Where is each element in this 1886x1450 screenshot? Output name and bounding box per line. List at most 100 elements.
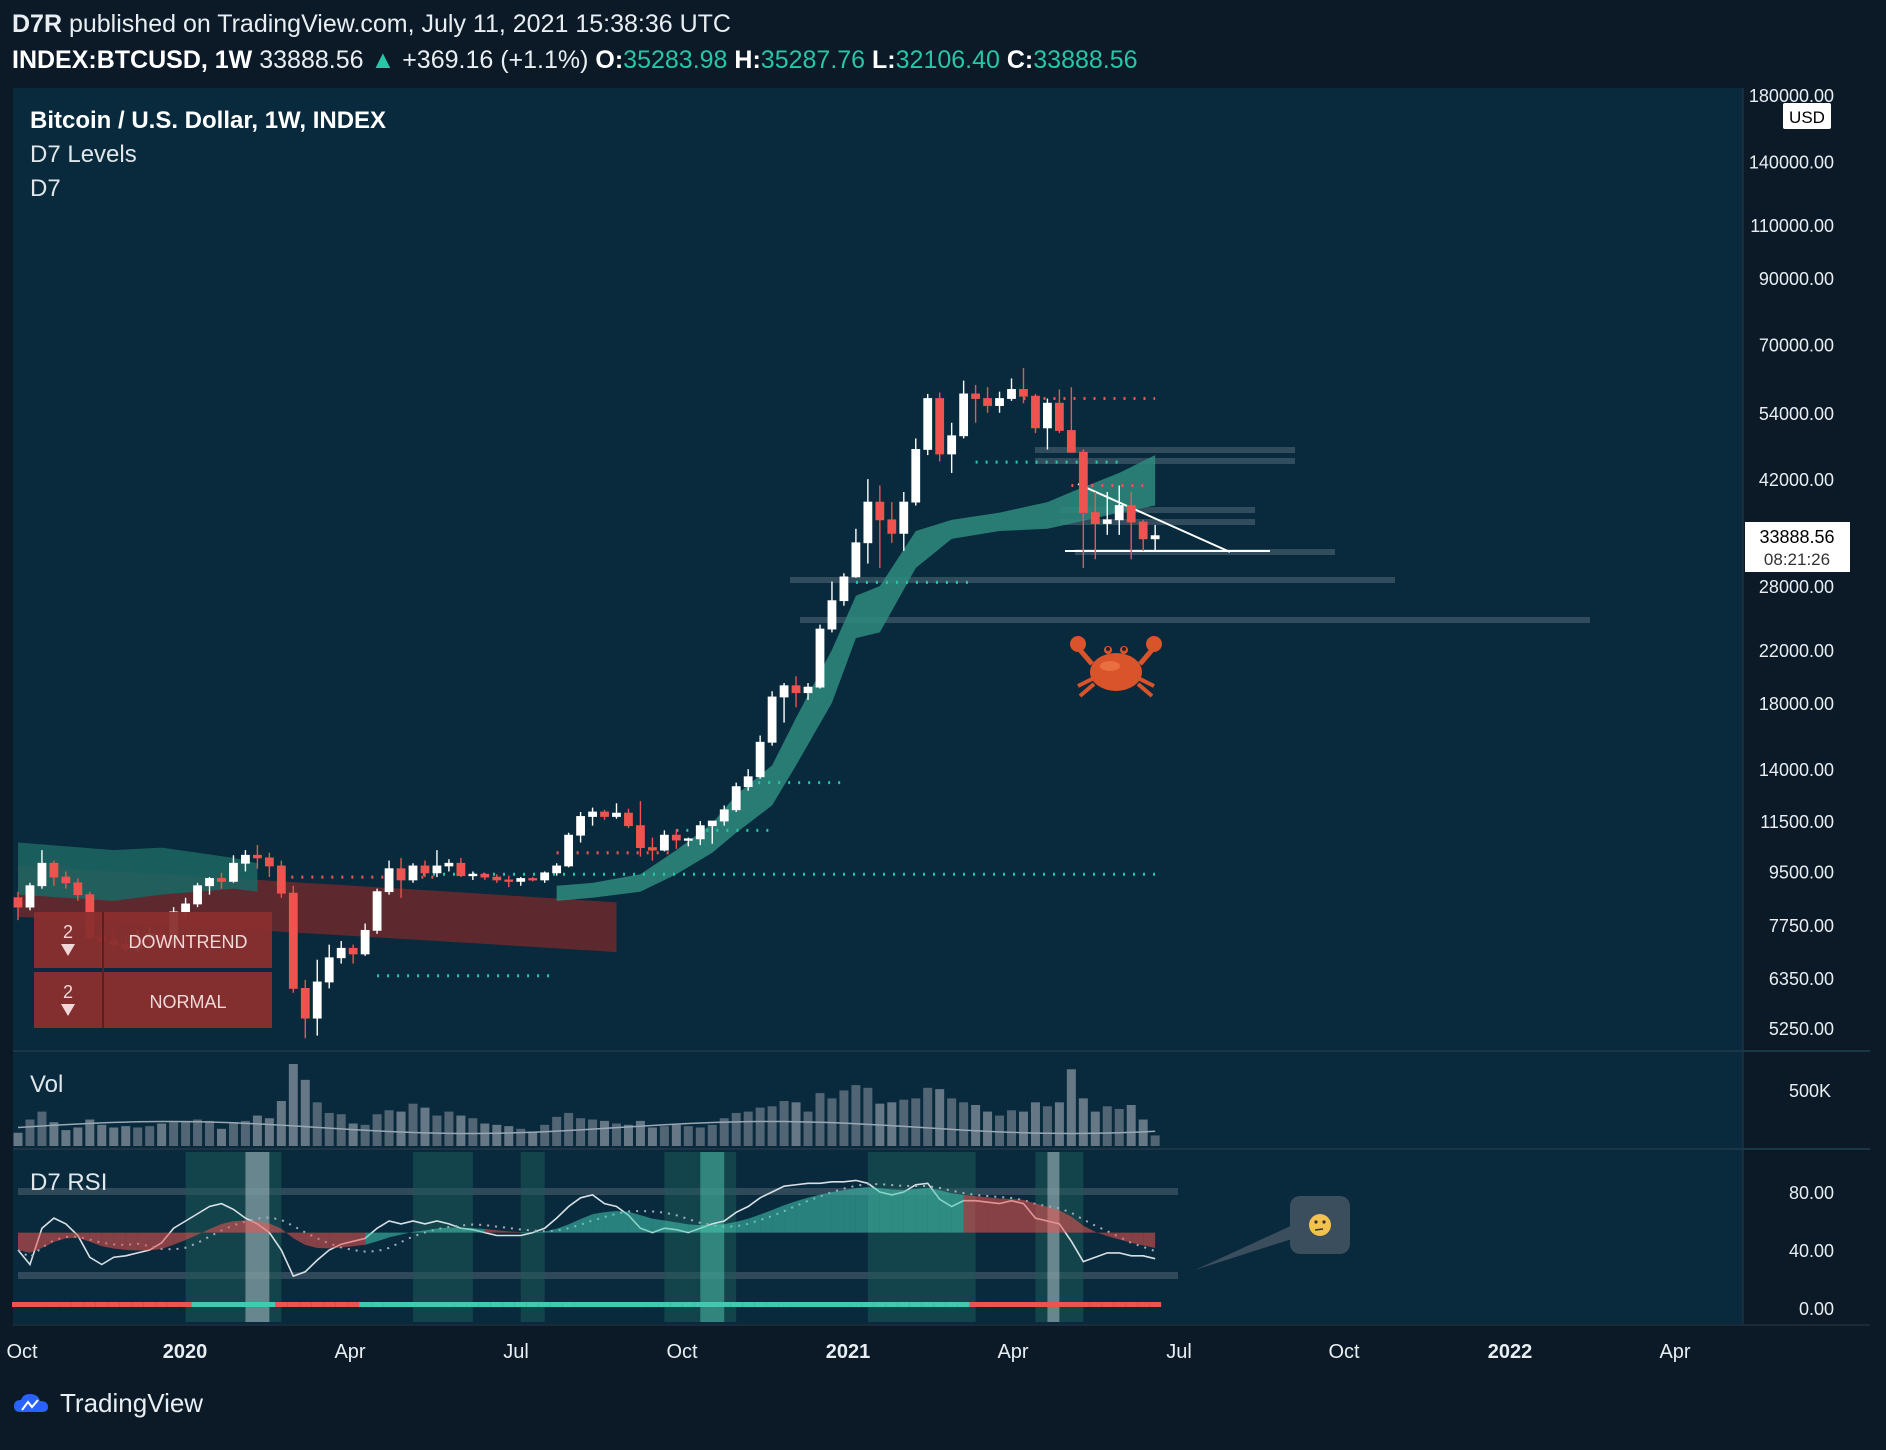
rsi-trend-marker [957,1302,970,1307]
volume-bar [205,1120,215,1146]
candle-body [241,854,250,864]
candle-body [947,435,957,455]
rsi-trend-marker [23,1302,36,1307]
rsi-ribbon [1083,1225,1096,1233]
rsi-label: D7 RSI [30,1169,107,1196]
candle-body [923,398,933,450]
rsi-ribbon [640,1215,653,1233]
volume-bar [647,1127,657,1146]
volume-bar [1066,1069,1076,1146]
rsi-trend-marker [454,1302,467,1307]
volume-bar [228,1122,238,1146]
rsi-trend-marker [813,1302,826,1307]
status-row2-num: 2 [63,982,73,1002]
tradingview-brand: TradingView [60,1388,204,1418]
volume-bar [1018,1111,1028,1146]
rsi-ribbon [748,1214,761,1233]
rsi-ribbon [484,1228,497,1233]
volume-bar [456,1115,466,1146]
rsi-trend-marker [550,1302,563,1307]
candle-body [1114,505,1124,521]
rsi-ribbon [1131,1232,1144,1246]
candle-body [1090,512,1100,524]
candle-body [983,398,992,406]
low-value: 32106.40 [895,46,1000,74]
candle-body [348,947,358,955]
volume-bar [1138,1119,1148,1146]
volume-bar [336,1114,346,1146]
candle-body [217,878,226,882]
rsi-ribbon [1095,1231,1108,1237]
rsi-ribbon [556,1224,569,1233]
volume-bar [731,1112,741,1146]
rsi-ribbon [843,1188,856,1233]
rsi-ribbon [867,1187,880,1233]
rsi-ribbon [532,1231,545,1233]
volume-bar [193,1119,203,1146]
volume-bar [863,1087,873,1146]
price-level-band [1035,458,1295,464]
time-tick-label: Jul [503,1341,529,1363]
rsi-trend-marker [299,1302,312,1307]
time-tick-label: Oct [6,1341,38,1363]
rsi-ribbon [305,1232,318,1248]
candle-body [1066,430,1076,453]
price-tag[interactable]: 33888.56 08:21:26 [1745,522,1850,572]
rsi-trend-marker [371,1302,384,1307]
volume-bar [683,1126,693,1146]
rsi-trend-marker [586,1302,599,1307]
volume-bar [73,1127,83,1146]
volume-bar [899,1099,909,1146]
rsi-ribbon [700,1224,713,1233]
candle-body [995,398,1004,406]
close-value: 33888.56 [1033,46,1138,74]
rsi-trend-marker [802,1302,815,1307]
rsi-trend-marker [430,1302,443,1307]
time-tick-label: 2021 [826,1341,871,1363]
rsi-trend-marker [1125,1302,1138,1307]
price-level-band [1035,447,1295,453]
rsi-ribbon [197,1229,210,1235]
volume-bar [157,1123,167,1146]
volume-bar [360,1124,370,1146]
legend-d7-levels: D7 Levels [30,141,137,168]
rsi-ribbon [544,1228,557,1233]
author[interactable]: D7R [12,10,63,38]
rsi-ribbon [580,1214,593,1233]
volume-bar [671,1124,681,1146]
h-label: H: [734,46,761,74]
rsi-ribbon [1107,1232,1120,1240]
currency-badge[interactable]: USD [1783,103,1831,129]
rsi-ribbon [712,1224,725,1233]
chart-canvas[interactable]: 180000.00 140000.00 110000.00 90000.00 70000… [0,0,1886,1380]
rsi-ribbon [29,1232,42,1253]
tradingview-footer[interactable]: TradingView [12,1388,203,1419]
volume-bar [791,1102,801,1146]
candle-body [683,838,693,841]
down-triangle-icon [61,944,75,956]
volume-bar [240,1120,250,1146]
rsi-trend-marker [574,1302,587,1307]
volume-bar [612,1123,621,1146]
rsi-trend-marker [1101,1302,1114,1307]
candle-body [755,741,765,778]
time-tick-label: Oct [666,1341,698,1363]
rsi-ribbon [508,1231,521,1233]
currency-label: USD [1789,108,1825,127]
rsi-trend-marker [634,1302,647,1307]
candle-body [1043,402,1052,429]
rsi-oversold-band [18,1272,1178,1279]
rsi-ribbon [149,1232,162,1251]
candle-body [803,686,813,694]
volume-bar [372,1114,382,1146]
volume-bar [1042,1106,1052,1146]
volume-bar [288,1063,298,1146]
rsi-trend-marker [191,1302,204,1307]
rsi-ribbon [879,1188,892,1233]
volume-bar [252,1115,262,1146]
price-tick-label: 180000.00 [1749,86,1834,106]
volume-tick-label: 500K [1789,1081,1831,1101]
rsi-trend-marker [466,1302,479,1307]
volume-bar [1102,1106,1112,1146]
rsi-trend-marker [825,1302,838,1307]
